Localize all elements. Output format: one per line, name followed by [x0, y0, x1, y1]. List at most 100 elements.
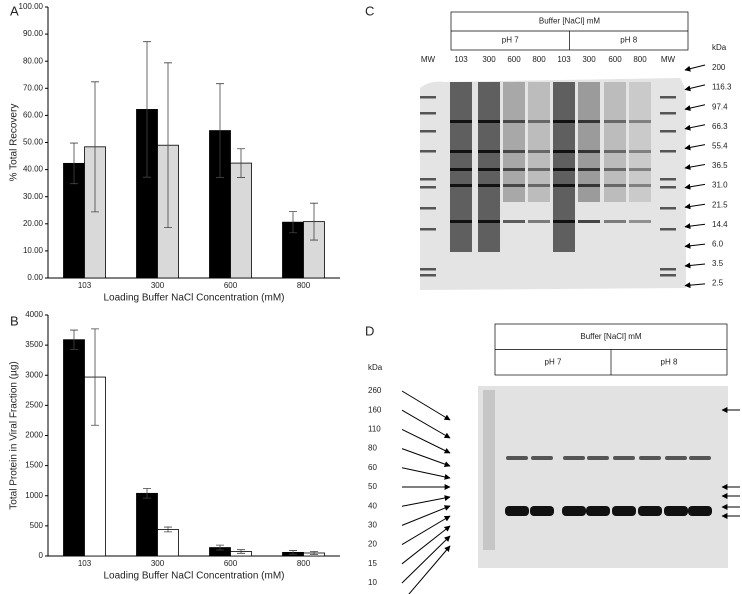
- band: [578, 220, 600, 223]
- band: [639, 456, 661, 460]
- error-bar: [91, 328, 99, 426]
- error-bar: [289, 211, 297, 234]
- band: [553, 168, 575, 171]
- band: [450, 168, 472, 171]
- band: [688, 506, 712, 516]
- band: [604, 168, 626, 171]
- lane-smear: [604, 82, 626, 202]
- x-axis-label: Loading Buffer NaCl Concentration (mM): [103, 571, 284, 582]
- band: [553, 150, 575, 153]
- header: Buffer [NaCl] mM: [580, 332, 642, 341]
- band: [531, 456, 553, 460]
- ladder-band: [660, 186, 676, 189]
- marker-label: 31.0: [712, 181, 728, 190]
- band: [665, 456, 687, 460]
- error-bar: [70, 142, 78, 185]
- error-bar: [237, 549, 245, 554]
- ladder-band: [660, 228, 676, 231]
- error-bar: [143, 41, 151, 178]
- band: [604, 150, 626, 153]
- band: [604, 120, 626, 123]
- arrow: [401, 505, 451, 526]
- x-tick-label: 600: [224, 281, 238, 290]
- marker-label: 14.4: [712, 220, 728, 229]
- band: [450, 184, 472, 187]
- marker-label: 30: [368, 521, 377, 530]
- marker-label: 200: [712, 63, 726, 72]
- arrow: [684, 223, 706, 230]
- lane-smear: [478, 82, 500, 252]
- lane-smear: [503, 82, 525, 202]
- group-label: pH 8: [620, 36, 637, 45]
- y-tick-label: 3500: [25, 340, 43, 349]
- band: [562, 506, 586, 516]
- x-tick-label: 300: [151, 559, 165, 568]
- ladder-band: [420, 207, 436, 210]
- marker-label: 97.4: [712, 102, 728, 111]
- x-tick-label: 103: [78, 559, 92, 568]
- lane-smear: [578, 82, 600, 202]
- arrow: [401, 467, 451, 480]
- lane-label: 800: [633, 55, 647, 64]
- marker-label: 60: [368, 463, 377, 472]
- marker-label: 110: [368, 425, 381, 434]
- band: [613, 456, 635, 460]
- arrow: [684, 164, 706, 171]
- y-tick-label: 500: [30, 521, 44, 530]
- band: [553, 184, 575, 187]
- y-tick-label: 0.00: [27, 273, 43, 282]
- ladder-band: [420, 112, 436, 115]
- y-tick-label: 60.00: [23, 111, 44, 120]
- ladder-band: [420, 228, 436, 231]
- x-tick-label: 800: [297, 559, 311, 568]
- bar-chart: A 0.00 10.00 20.00 30.00 40.00 50.00 60.00 70.00…: [9, 2, 340, 304]
- ladder-band: [420, 130, 436, 133]
- ladder-band: [420, 178, 436, 181]
- group-label: pH 7: [502, 36, 519, 45]
- band: [478, 184, 500, 187]
- arrow: [684, 282, 706, 289]
- lane-label: 103: [557, 55, 571, 64]
- lane-label: 800: [532, 55, 546, 64]
- band: [528, 168, 550, 171]
- band: [553, 120, 575, 123]
- ladder-band: [660, 150, 676, 153]
- band: [503, 168, 525, 171]
- y-tick-label: 20.00: [23, 219, 44, 228]
- error-bar: [289, 550, 297, 555]
- bar: [230, 162, 252, 279]
- band: [586, 506, 610, 516]
- error-bar: [216, 544, 224, 551]
- band: [629, 120, 651, 123]
- ladder-band: [420, 150, 436, 153]
- band: [503, 220, 525, 223]
- ladder-band: [660, 130, 676, 133]
- band: [578, 150, 600, 153]
- arrow: [401, 515, 451, 546]
- band: [528, 184, 550, 187]
- lane-label: 600: [507, 55, 521, 64]
- y-tick-label: 2500: [25, 400, 43, 409]
- band: [505, 506, 529, 516]
- band: [450, 120, 472, 123]
- panel-label: D: [365, 323, 374, 338]
- band: [528, 120, 550, 123]
- band: [629, 150, 651, 153]
- y-tick-label: 1500: [25, 461, 43, 470]
- band: [587, 456, 609, 460]
- ladder-band: [660, 207, 676, 210]
- arrow: [401, 535, 451, 584]
- ladder-band: [660, 112, 676, 115]
- lane-label: MW: [661, 55, 676, 64]
- lane-smear: [528, 82, 550, 202]
- lane-label: 300: [582, 55, 596, 64]
- band: [664, 506, 688, 516]
- y-axis-label: Total Protein in Viral Fraction (µg): [9, 361, 20, 509]
- group-label: pH 8: [661, 357, 678, 366]
- group-label: pH 7: [545, 357, 562, 366]
- y-tick-label: 90.00: [23, 29, 44, 38]
- y-tick-label: 4000: [25, 310, 43, 319]
- band: [503, 150, 525, 153]
- y-tick-label: 2000: [25, 431, 43, 440]
- arrow: [408, 545, 451, 594]
